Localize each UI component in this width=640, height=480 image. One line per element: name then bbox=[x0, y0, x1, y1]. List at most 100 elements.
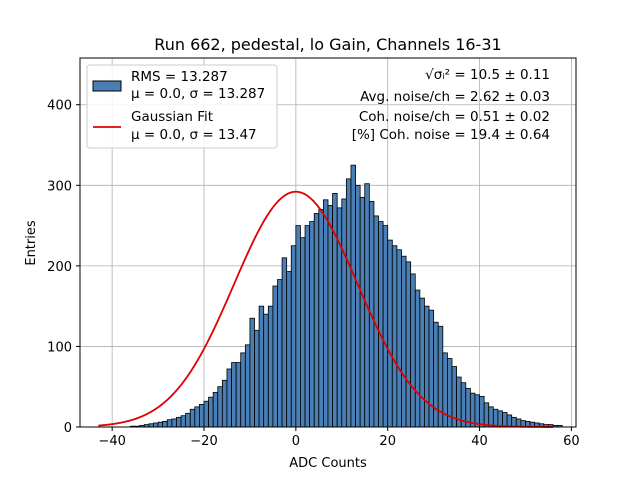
x-axis-label: ADC Counts bbox=[289, 456, 367, 471]
histogram-bar bbox=[286, 271, 292, 428]
histogram-bar bbox=[410, 273, 416, 428]
histogram-bar bbox=[405, 261, 412, 428]
histogram-bar bbox=[194, 406, 200, 428]
plot-frame bbox=[79, 57, 577, 428]
histogram-bars bbox=[130, 164, 563, 428]
histogram-bar bbox=[226, 368, 232, 428]
gaussian-fit-layer bbox=[98, 190, 554, 428]
histogram-bar bbox=[153, 422, 159, 428]
annotation-total-noise: √σᵢ² = 10.5 ± 0.11 bbox=[425, 67, 550, 83]
annotation-coh-noise-percent: [%] Coh. noise = 19.4 ± 0.64 bbox=[352, 127, 550, 143]
histogram-bar bbox=[171, 418, 177, 428]
histogram-bar bbox=[240, 352, 246, 428]
annotation-total-noise-symbol: √σᵢ² bbox=[425, 67, 450, 83]
histogram-bar bbox=[313, 213, 320, 428]
chart-title: Run 662, pedestal, lo Gain, Channels 16-… bbox=[154, 35, 501, 54]
histogram-bar bbox=[290, 245, 297, 428]
x-tick-label: −20 bbox=[190, 434, 217, 449]
histogram-bar bbox=[272, 285, 278, 428]
histogram-bar bbox=[185, 412, 191, 428]
histogram-bar bbox=[162, 420, 168, 428]
histogram-bar bbox=[235, 362, 242, 428]
annotation-coh-noise: Coh. noise/ch = 0.51 ± 0.02 bbox=[359, 109, 550, 125]
histogram-bar bbox=[396, 249, 402, 428]
legend-box bbox=[86, 64, 278, 149]
histogram-bar bbox=[212, 391, 219, 428]
histogram-bar bbox=[323, 199, 329, 428]
y-tick-label: 300 bbox=[47, 179, 72, 194]
histogram-bar bbox=[295, 225, 301, 428]
histogram-bar bbox=[359, 196, 366, 428]
histogram-bar bbox=[428, 309, 435, 428]
histogram-bar bbox=[497, 410, 503, 428]
histogram-bar bbox=[387, 239, 393, 428]
gaussian-fit-curve bbox=[98, 190, 554, 428]
histogram-bar bbox=[208, 396, 214, 428]
histogram-bar bbox=[401, 255, 407, 428]
legend-label-fit: Gaussian Fit bbox=[131, 109, 213, 125]
histogram-bar bbox=[176, 416, 182, 428]
x-tick-label: 40 bbox=[471, 434, 488, 449]
y-tick-label: 0 bbox=[64, 421, 72, 436]
histogram-bar bbox=[267, 305, 274, 428]
histogram-bar bbox=[419, 297, 425, 428]
histogram-bar bbox=[157, 421, 164, 428]
histogram-bar bbox=[263, 313, 269, 428]
legend: RMS = 13.287 μ = 0.0, σ = 13.287 Gaussia… bbox=[86, 64, 278, 149]
y-tick-label: 200 bbox=[47, 260, 72, 275]
legend-label-fit-params: μ = 0.0, σ = 13.47 bbox=[131, 127, 257, 143]
x-tick-label: −40 bbox=[98, 434, 125, 449]
legend-swatch-histogram bbox=[92, 80, 122, 92]
x-tick-label: 60 bbox=[563, 434, 580, 449]
legend-label-rms: RMS = 13.287 bbox=[131, 69, 228, 85]
histogram-bar bbox=[355, 184, 361, 428]
histogram-bar bbox=[350, 164, 356, 428]
histogram-bar bbox=[203, 400, 209, 428]
histogram-bar bbox=[318, 209, 324, 428]
histogram-bar bbox=[244, 344, 251, 428]
histogram-bar bbox=[511, 416, 517, 428]
histogram-bar bbox=[281, 257, 288, 428]
y-axis-label: Entries bbox=[24, 220, 39, 266]
histogram-bar bbox=[341, 198, 347, 428]
histogram-bar bbox=[180, 415, 187, 428]
noise-annotations: √σᵢ² = 10.5 ± 0.11 Avg. noise/ch = 2.62 … bbox=[352, 67, 550, 143]
histogram-bar bbox=[488, 406, 494, 428]
histogram-bar bbox=[474, 394, 480, 428]
annotation-avg-noise: Avg. noise/ch = 2.62 ± 0.03 bbox=[360, 89, 550, 105]
histogram-bar bbox=[506, 414, 513, 428]
histogram-bar bbox=[277, 279, 283, 428]
y-tick-label: 100 bbox=[47, 340, 72, 355]
histogram-bar bbox=[492, 408, 499, 428]
histogram-bar bbox=[433, 321, 439, 428]
annotation-total-noise-value: = 10.5 ± 0.11 bbox=[450, 67, 550, 83]
histogram-bar bbox=[378, 221, 384, 428]
histogram-bar bbox=[189, 408, 196, 428]
histogram-bar bbox=[414, 289, 421, 428]
histogram-bar bbox=[332, 192, 338, 428]
histogram-bar bbox=[254, 329, 260, 428]
histogram-bar bbox=[327, 205, 333, 428]
histogram-bar bbox=[382, 225, 389, 428]
axis-ticks: −40 −20 0 20 40 60 0 100 200 300 400 bbox=[47, 99, 580, 449]
histogram-bar bbox=[309, 221, 315, 428]
histogram-bar bbox=[300, 237, 306, 428]
histogram-bar bbox=[391, 245, 398, 428]
histogram-bar bbox=[479, 395, 485, 428]
y-tick-label: 400 bbox=[47, 99, 72, 114]
histogram-bar bbox=[199, 404, 205, 428]
legend-label-rms-params: μ = 0.0, σ = 13.287 bbox=[131, 86, 265, 102]
histogram-bar bbox=[345, 178, 352, 428]
histogram-bar bbox=[217, 386, 223, 428]
histogram-bar bbox=[258, 305, 265, 428]
histogram-bar bbox=[304, 225, 311, 428]
histogram-bar bbox=[249, 317, 255, 428]
x-tick-label: 0 bbox=[292, 434, 300, 449]
histogram-bar bbox=[231, 362, 237, 428]
histogram-bar bbox=[166, 419, 173, 428]
histogram-bar bbox=[221, 379, 228, 428]
x-tick-label: 20 bbox=[379, 434, 396, 449]
histogram-bar bbox=[483, 402, 490, 428]
histogram-bar bbox=[502, 412, 508, 428]
